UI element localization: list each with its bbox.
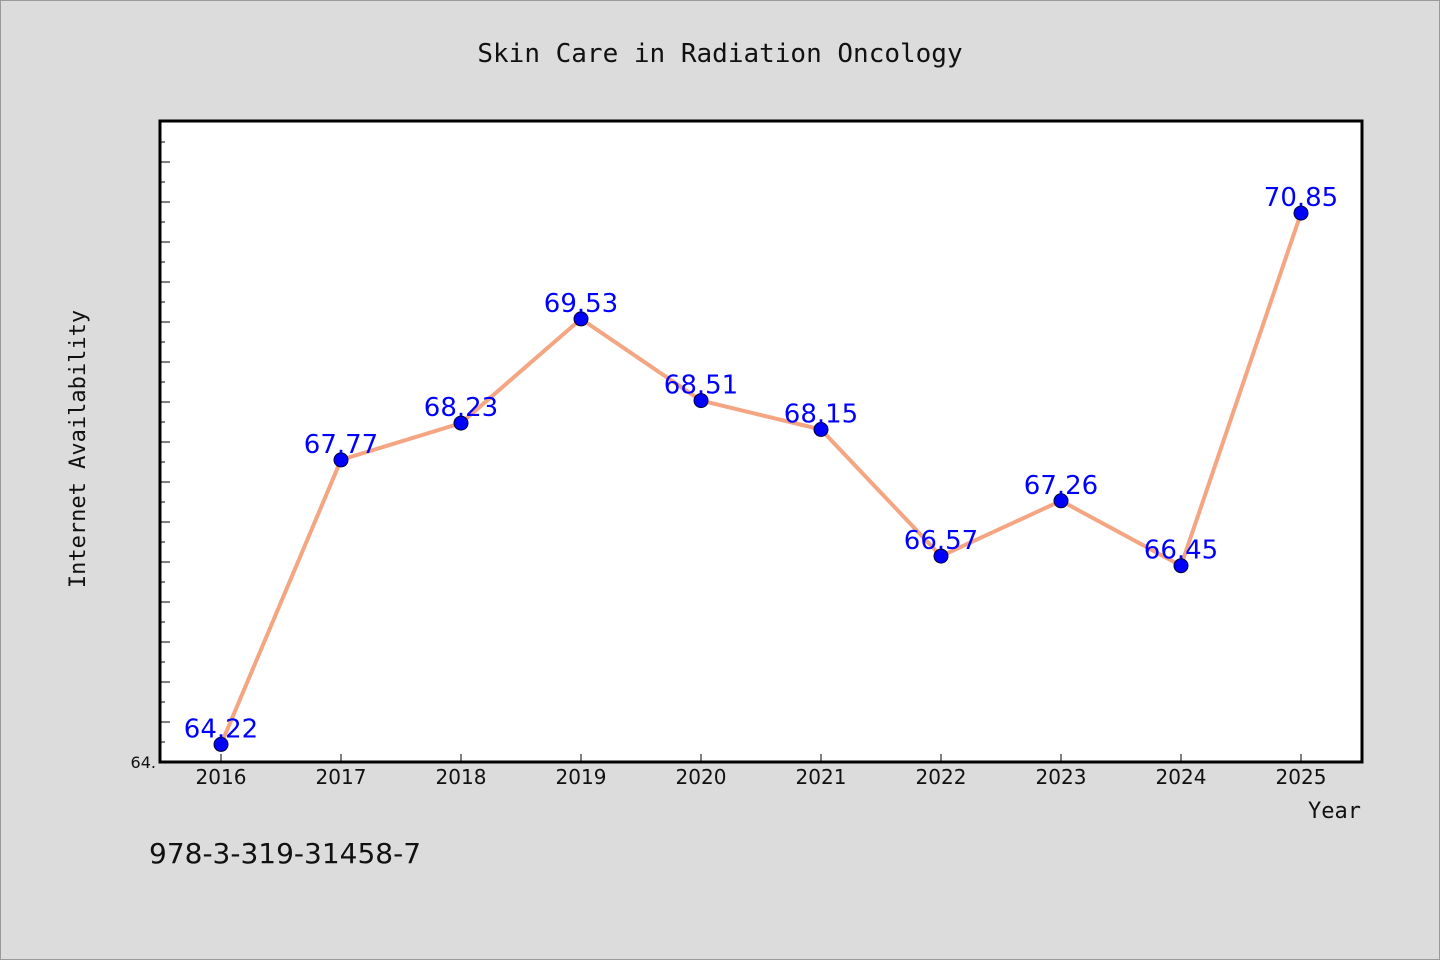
data-label: 67.77 <box>304 430 378 460</box>
data-label: 70.85 <box>1264 183 1338 213</box>
x-tick-label: 2017 <box>316 765 367 789</box>
data-point <box>453 415 469 431</box>
x-tick-label: 2021 <box>796 765 847 789</box>
data-label: 66.57 <box>904 526 978 556</box>
x-tick-label: 2018 <box>436 765 487 789</box>
data-point <box>1173 558 1189 574</box>
x-axis-label: Year <box>1308 799 1361 824</box>
y-axis-ticks <box>160 121 170 763</box>
x-tick-label: 2023 <box>1036 765 1087 789</box>
data-point <box>693 393 709 409</box>
series-markers <box>213 205 1309 752</box>
y-tick-label: 64. <box>131 753 156 772</box>
data-label: 68.51 <box>664 371 738 401</box>
data-point <box>1053 493 1069 509</box>
data-label: 64.22 <box>184 714 258 744</box>
chart-title: Skin Care in Radiation Oncology <box>477 39 962 69</box>
x-tick-label: 2019 <box>556 765 607 789</box>
data-label: 68.23 <box>424 393 498 423</box>
data-label: 69.53 <box>544 289 618 319</box>
x-tick-label: 2022 <box>916 765 967 789</box>
footer-identifier: 978-3-319-31458-7 <box>149 837 421 870</box>
plot-area <box>158 119 1364 764</box>
x-tick-label: 2016 <box>196 765 247 789</box>
x-axis-tick-labels: 2016 2017 2018 2019 2020 2021 2022 2023 2024 2025 <box>196 765 1327 789</box>
x-tick-label: 2020 <box>676 765 727 789</box>
x-tick-label: 2025 <box>1276 765 1327 789</box>
series-line <box>219 212 1303 746</box>
y-axis-label: Internet Availability <box>66 310 91 588</box>
data-point <box>813 422 829 437</box>
data-point <box>933 548 949 564</box>
data-label: 66.45 <box>1144 536 1218 566</box>
x-tick-label: 2024 <box>1156 765 1207 789</box>
data-point <box>1293 205 1309 221</box>
data-label: 67.26 <box>1024 471 1098 501</box>
data-labels: 64.22 67.77 68.23 69.53 68.51 68.15 66.57 67.26… <box>184 183 1338 744</box>
x-axis-ticks <box>220 754 1302 762</box>
data-point <box>573 311 589 327</box>
series-line-group <box>219 212 1303 746</box>
data-point <box>333 452 349 468</box>
data-label: 68.15 <box>784 400 858 430</box>
data-point <box>213 736 229 752</box>
